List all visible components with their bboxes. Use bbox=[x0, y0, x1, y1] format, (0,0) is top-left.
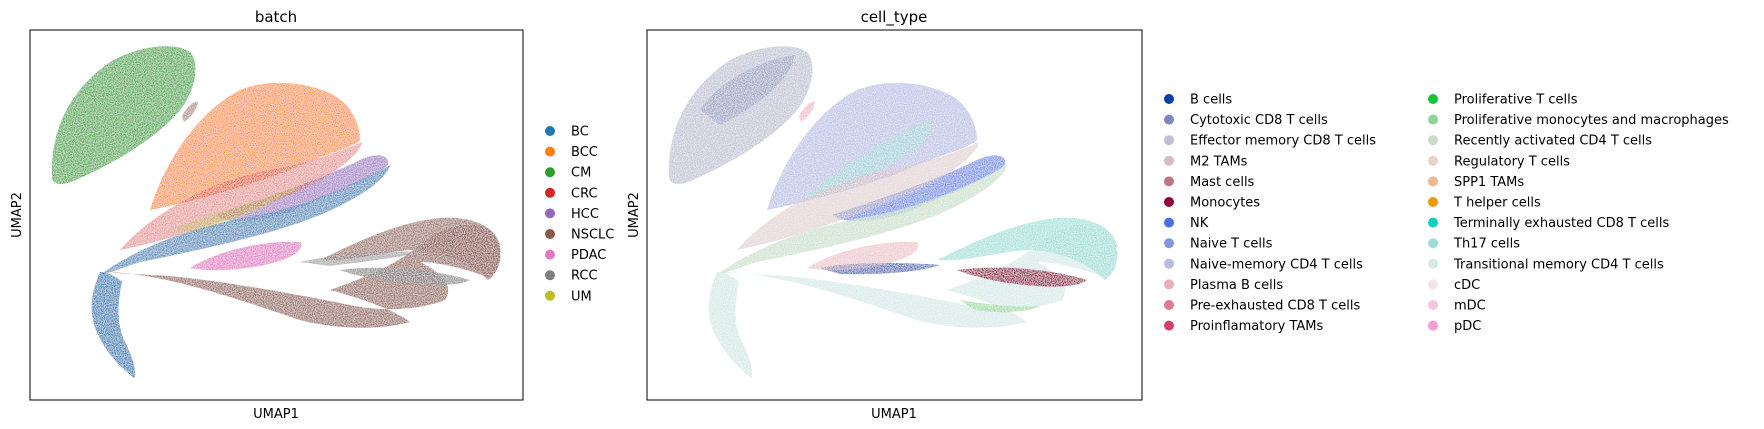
legend-label: Monocytes bbox=[1190, 196, 1260, 211]
legend-swatch bbox=[1428, 258, 1438, 269]
legend-label: mDC bbox=[1454, 299, 1486, 314]
panel1-title: batch bbox=[255, 8, 297, 26]
legend-swatch bbox=[545, 187, 555, 198]
legend-swatch bbox=[545, 167, 555, 178]
legend-swatch bbox=[545, 126, 555, 136]
legend-label: HCC bbox=[571, 207, 599, 222]
legend-label: NK bbox=[1190, 216, 1209, 231]
panel2-ylabel: UMAP2 bbox=[627, 192, 642, 238]
legend-swatch bbox=[1428, 300, 1438, 310]
legend-label: Proliferative T cells bbox=[1454, 93, 1578, 108]
legend-swatch bbox=[545, 146, 555, 157]
legend-swatch bbox=[1164, 176, 1174, 187]
legend-swatch bbox=[545, 208, 555, 219]
legend-label: Regulatory T cells bbox=[1454, 154, 1570, 169]
legend-label: Recently activated CD4 T cells bbox=[1454, 134, 1652, 149]
legend-swatch bbox=[1428, 176, 1438, 187]
panel2-title: cell_type bbox=[861, 8, 928, 27]
legend-label: SPP1 TAMs bbox=[1454, 175, 1524, 190]
panel1-ylabel: UMAP2 bbox=[10, 192, 25, 238]
legend-swatch bbox=[545, 290, 555, 301]
panel1-plot-frame bbox=[29, 29, 524, 401]
legend-swatch bbox=[1164, 300, 1174, 310]
legend-swatch bbox=[1164, 114, 1174, 125]
legend-swatch bbox=[1428, 320, 1438, 331]
panel2-legend: B cells Cytotoxic CD8 T cells Effector mem… bbox=[1164, 93, 1729, 334]
legend-swatch bbox=[1164, 258, 1174, 269]
legend-swatch bbox=[545, 229, 555, 239]
legend-swatch bbox=[1164, 155, 1174, 166]
legend-swatch bbox=[545, 249, 555, 260]
legend-swatch bbox=[1428, 197, 1438, 207]
legend-label: BC bbox=[571, 125, 589, 140]
legend-swatch bbox=[1428, 114, 1438, 125]
legend-swatch bbox=[1428, 135, 1438, 146]
legend-label: Terminally exhausted CD8 T cells bbox=[1453, 216, 1669, 231]
legend-label: Naive-memory CD4 T cells bbox=[1190, 257, 1363, 272]
legend-swatch bbox=[1428, 279, 1438, 290]
legend-label: UM bbox=[571, 289, 592, 304]
legend-label: Proinflamatory TAMs bbox=[1190, 319, 1324, 334]
legend-label: Th17 cells bbox=[1453, 237, 1520, 252]
legend-swatch bbox=[1164, 94, 1174, 104]
legend-label: CM bbox=[571, 166, 591, 181]
legend-swatch bbox=[1164, 279, 1174, 290]
legend-label: Mast cells bbox=[1190, 175, 1255, 190]
legend-label: M2 TAMs bbox=[1190, 154, 1248, 169]
legend-swatch bbox=[1428, 217, 1438, 228]
legend-label: NSCLC bbox=[571, 228, 614, 243]
legend-label: cDC bbox=[1454, 278, 1480, 293]
legend-swatch bbox=[1428, 94, 1438, 104]
legend-label: CRC bbox=[571, 186, 598, 201]
legend-label: PDAC bbox=[571, 248, 606, 263]
legend-swatch bbox=[1164, 217, 1174, 228]
legend-swatch bbox=[1164, 238, 1174, 249]
legend-label: Effector memory CD8 T cells bbox=[1190, 134, 1376, 149]
legend-swatch bbox=[1164, 320, 1174, 331]
legend-label: Naive T cells bbox=[1190, 237, 1273, 252]
legend-label: RCC bbox=[571, 269, 598, 284]
legend-label: BCC bbox=[571, 145, 598, 160]
legend-swatch bbox=[1164, 197, 1174, 207]
panel1-xlabel: UMAP1 bbox=[253, 407, 299, 422]
legend-label: pDC bbox=[1454, 319, 1481, 334]
legend-label: Plasma B cells bbox=[1190, 278, 1283, 293]
legend-label: B cells bbox=[1190, 93, 1232, 108]
legend-swatch bbox=[1428, 155, 1438, 166]
legend-label: Pre-exhausted CD8 T cells bbox=[1190, 299, 1360, 314]
panel2-xlabel: UMAP1 bbox=[871, 407, 917, 422]
legend-label: T helper cells bbox=[1453, 196, 1541, 211]
panel2-plot-frame bbox=[646, 29, 1143, 401]
legend-swatch bbox=[545, 270, 555, 281]
panel2-scatter bbox=[668, 46, 1118, 378]
legend-label: Transitional memory CD4 T cells bbox=[1453, 257, 1664, 272]
legend-label: Cytotoxic CD8 T cells bbox=[1190, 113, 1328, 128]
legend-label: Proliferative monocytes and macrophages bbox=[1454, 113, 1729, 128]
panel1-legend: BC BCC CM CRC HCC NSCLC PDAC RCC UM bbox=[545, 125, 614, 304]
panel1-scatter bbox=[51, 46, 501, 378]
legend-swatch bbox=[1164, 135, 1174, 146]
legend-swatch bbox=[1428, 238, 1438, 249]
